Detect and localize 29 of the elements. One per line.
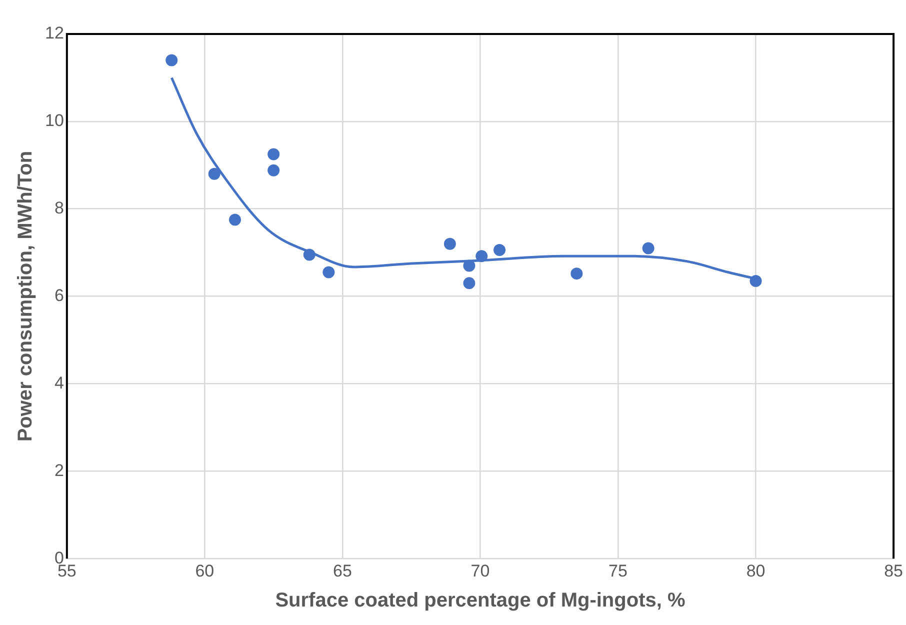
point [322, 266, 335, 278]
point [570, 268, 583, 280]
y-tick-label: 10 [44, 111, 64, 130]
point [463, 260, 476, 272]
x-axis-title: Surface coated percentage of Mg-ingots, % [275, 590, 686, 612]
point [228, 214, 241, 226]
point [494, 244, 506, 256]
point [208, 168, 220, 180]
point [166, 54, 178, 66]
y-tick-label: 2 [54, 460, 64, 480]
point [444, 238, 456, 250]
y-tick-label: 4 [54, 373, 64, 392]
point [268, 164, 280, 176]
point [303, 248, 316, 261]
y-tick-label: 8 [54, 198, 64, 218]
point [463, 277, 476, 290]
point [268, 148, 280, 160]
x-tick-label: 80 [746, 561, 766, 580]
point [642, 242, 654, 254]
x-tick-label: 70 [470, 561, 490, 580]
x-tick-label: 75 [608, 561, 628, 580]
point [750, 275, 762, 287]
y-tick-label: 6 [54, 286, 64, 305]
x-tick-label: 65 [332, 561, 352, 580]
y-tick-label: 12 [44, 24, 64, 43]
x-tick-label: 85 [884, 561, 904, 580]
point [476, 250, 488, 262]
y-axis-title: Power consumption, MWh/Ton [14, 150, 37, 442]
x-tick-label: 60 [195, 561, 214, 580]
